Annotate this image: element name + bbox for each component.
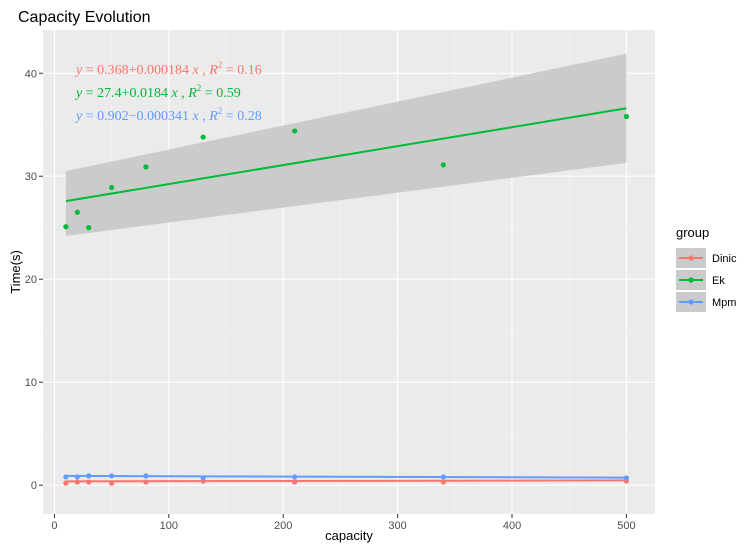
data-point-mpm [623,475,630,481]
data-point-ek [63,224,69,230]
legend-point-mpm [688,299,694,305]
data-point-mpm [109,473,115,479]
data-point-dinic [440,479,446,485]
fit-line-layer [65,107,627,483]
data-point-mpm [74,474,80,480]
data-point-dinic [109,480,115,486]
legend: group Dinic Ek Mpm [676,225,737,312]
points-layer [63,113,630,486]
legend-point-ek [688,277,694,283]
legend-label-dinic: Dinic [712,253,737,265]
x-tick-label: 400 [503,520,521,532]
data-point-dinic [74,479,80,485]
confidence-band-ek [65,53,627,236]
data-point-mpm [440,474,446,480]
y-tick-label: 30 [25,171,37,183]
y-tick-label: 20 [25,274,37,286]
equation-mpm: y = 0.902−0.000341 x , R2 = 0.28 [74,106,262,124]
confidence-band-layer [65,53,627,236]
x-tick-label: 300 [388,520,406,532]
data-point-ek [109,184,115,191]
legend-label-mpm: Mpm [712,297,736,309]
fit-line-ek [65,107,627,203]
data-point-ek [143,164,149,170]
x-tick-label: 200 [274,520,292,532]
data-point-dinic [143,479,149,485]
data-point-dinic [86,479,92,485]
data-point-mpm [86,473,92,479]
tick-layer: 0 100 200 300 400 500 0 10 20 30 40 [25,68,636,532]
data-point-ek [623,113,630,120]
x-tick-label: 100 [160,520,178,532]
x-tick-label: 0 [51,520,57,532]
data-point-mpm [200,475,206,481]
data-point-ek [200,134,206,140]
y-axis-title: Time(s) [8,250,23,294]
equation-ek: y = 27.4+0.0184 x , R2 = 0.59 [74,83,241,101]
x-axis-title: capacity [325,528,373,543]
data-point-dinic [292,479,298,485]
data-point-mpm [143,473,149,479]
data-point-ek [86,225,92,231]
x-tick-label: 500 [617,520,635,532]
fit-line-mpm [65,474,627,479]
data-point-mpm [292,474,298,480]
data-point-mpm [63,474,69,480]
equation-dinic: y = 0.368+0.000184 x , R2 = 0.16 [74,60,262,78]
fit-line-dinic [65,479,627,483]
chart-title: Capacity Evolution [18,9,151,26]
y-tick-label: 10 [25,377,37,389]
data-point-ek [292,128,298,134]
data-point-ek [440,162,446,168]
y-tick-label: 40 [25,68,37,80]
legend-title: group [676,225,709,240]
y-tick-label: 0 [31,480,37,492]
equation-layer: y = 0.368+0.000184 x , R2 = 0.16 y = 27.4… [74,60,262,124]
data-point-dinic [63,480,69,486]
legend-label-ek: Ek [712,275,725,287]
legend-point-dinic [688,255,694,261]
legend-items: Dinic Ek Mpm [676,248,737,312]
data-point-ek [74,209,80,215]
